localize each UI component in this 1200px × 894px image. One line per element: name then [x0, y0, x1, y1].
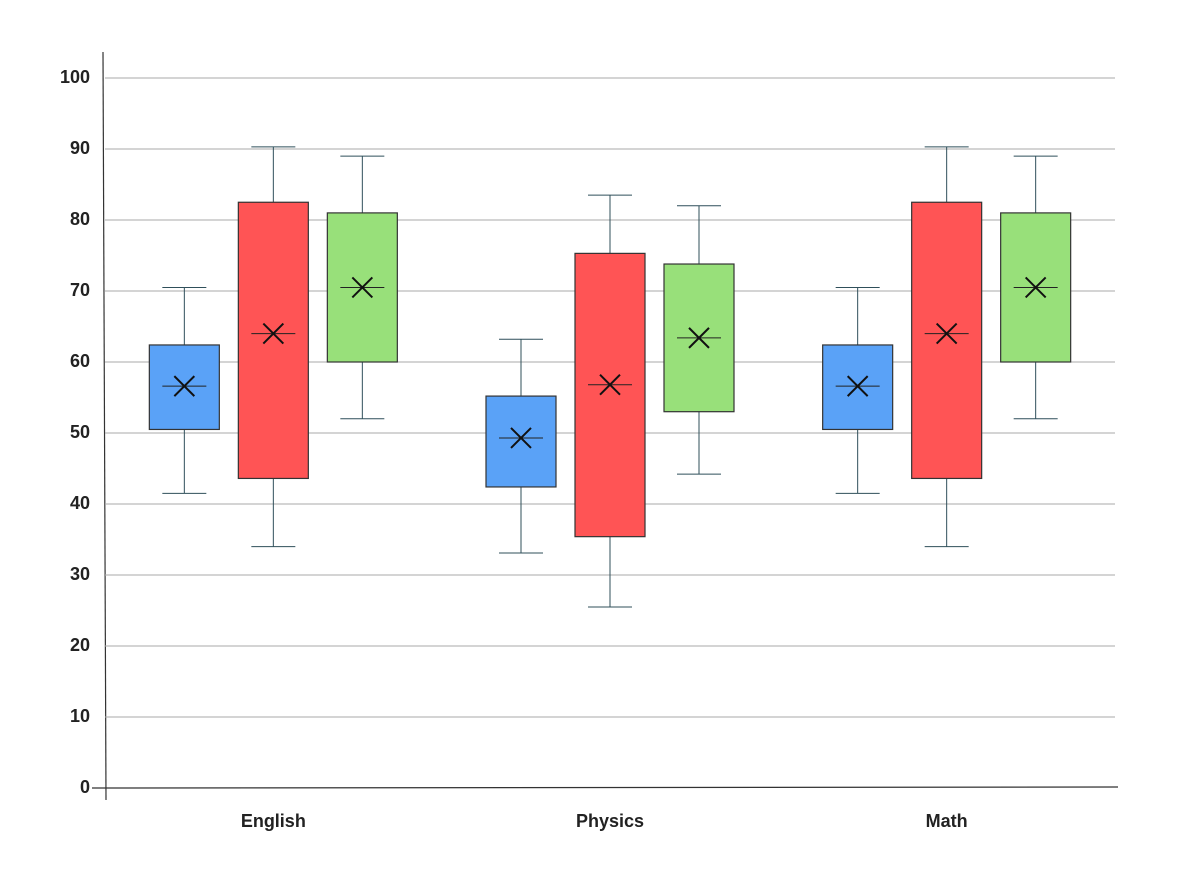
y-tick-label: 90 [70, 138, 90, 158]
box [911, 201, 983, 480]
y-tick-label: 40 [70, 493, 90, 513]
box [822, 344, 894, 431]
box [485, 395, 557, 488]
y-tick-label: 60 [70, 351, 90, 371]
x-tick-label: Math [926, 811, 968, 831]
x-tick-label: Physics [576, 811, 644, 831]
mean-marker [173, 375, 196, 397]
mean-marker [846, 375, 869, 397]
y-tick-label: 20 [70, 635, 90, 655]
mean-marker [599, 374, 621, 396]
mean-marker [351, 276, 374, 299]
box [574, 252, 646, 538]
y-tick-label: 10 [70, 706, 90, 726]
y-tick-label: 0 [80, 777, 90, 797]
x-tick-label: English [241, 811, 306, 831]
x-axis [91, 786, 1119, 789]
y-axis [102, 51, 107, 801]
mean-marker [1024, 276, 1047, 299]
mean-marker [510, 427, 532, 449]
y-tick-label: 80 [70, 209, 90, 229]
y-tick-label: 70 [70, 280, 90, 300]
box [237, 201, 309, 480]
y-tick-label: 50 [70, 422, 90, 442]
mean-marker [935, 322, 958, 345]
mean-marker [688, 327, 710, 349]
y-tick-label: 30 [70, 564, 90, 584]
mean-marker [262, 322, 285, 345]
y-tick-label: 100 [60, 67, 90, 87]
